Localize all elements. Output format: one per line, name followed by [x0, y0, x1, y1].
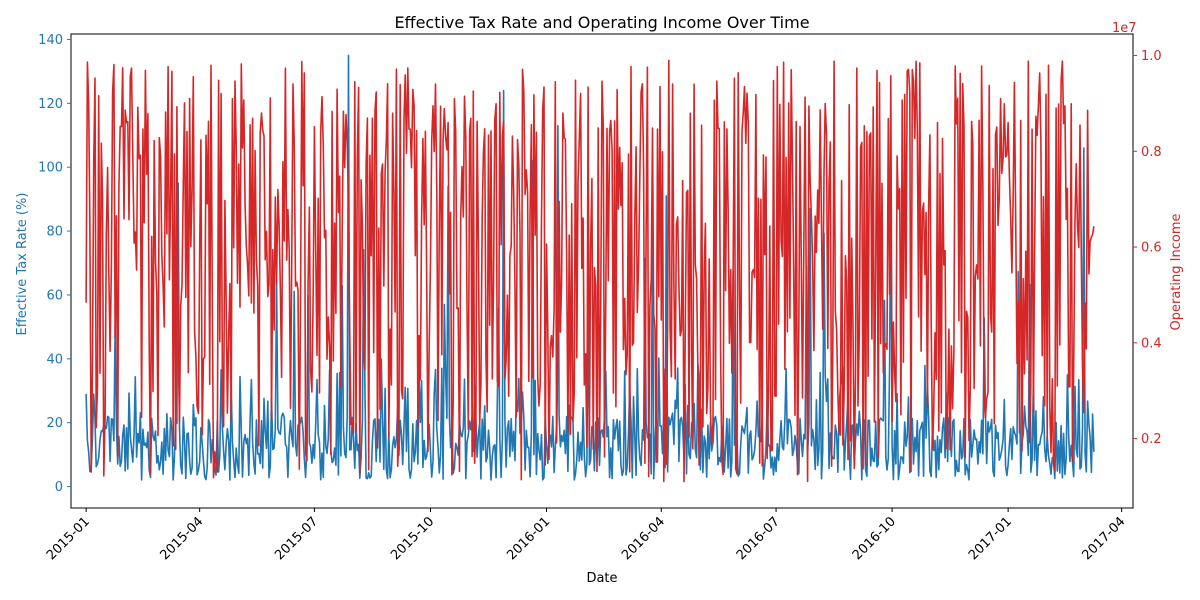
- axes-layer: [70, 33, 1134, 509]
- y-left-tick-label: 40: [46, 352, 63, 367]
- series-tax-rate-line: [85, 54, 1095, 481]
- series-layer: [85, 54, 1095, 483]
- x-axis-label: Date: [586, 571, 617, 586]
- y-right-axis-label: Operating Income: [1169, 214, 1184, 331]
- y-left-tick-label: 60: [46, 288, 63, 303]
- y-left-tick-label: 80: [46, 225, 63, 240]
- plot-frame: [70, 33, 1134, 509]
- y-right-tick-label: 0.8: [1141, 145, 1162, 160]
- y-right-tick-label: 0.4: [1141, 336, 1162, 351]
- y-left-tick-label: 20: [46, 416, 63, 431]
- chart-title: Effective Tax Rate and Operating Income …: [394, 13, 809, 32]
- y-right-axis-ticks: 0.2 0.4 0.6 0.8 1.0: [1133, 49, 1162, 447]
- y-left-tick-label: 0: [55, 480, 63, 495]
- y-left-axis-ticks: 0 20 40 60 80 100 120 140: [38, 33, 71, 495]
- y-left-axis-label: Effective Tax Rate (%): [15, 193, 30, 336]
- y-left-tick-label: 100: [38, 161, 63, 176]
- y-left-tick-label: 120: [38, 97, 63, 112]
- y-left-tick-label: 140: [38, 33, 63, 48]
- series-operating-income-line: [85, 59, 1095, 483]
- y-right-tick-label: 0.2: [1141, 432, 1162, 447]
- y-right-tick-label: 1.0: [1141, 49, 1162, 64]
- y-right-offset-label: 1e7: [1112, 21, 1137, 36]
- y-right-tick-label: 0.6: [1141, 241, 1162, 256]
